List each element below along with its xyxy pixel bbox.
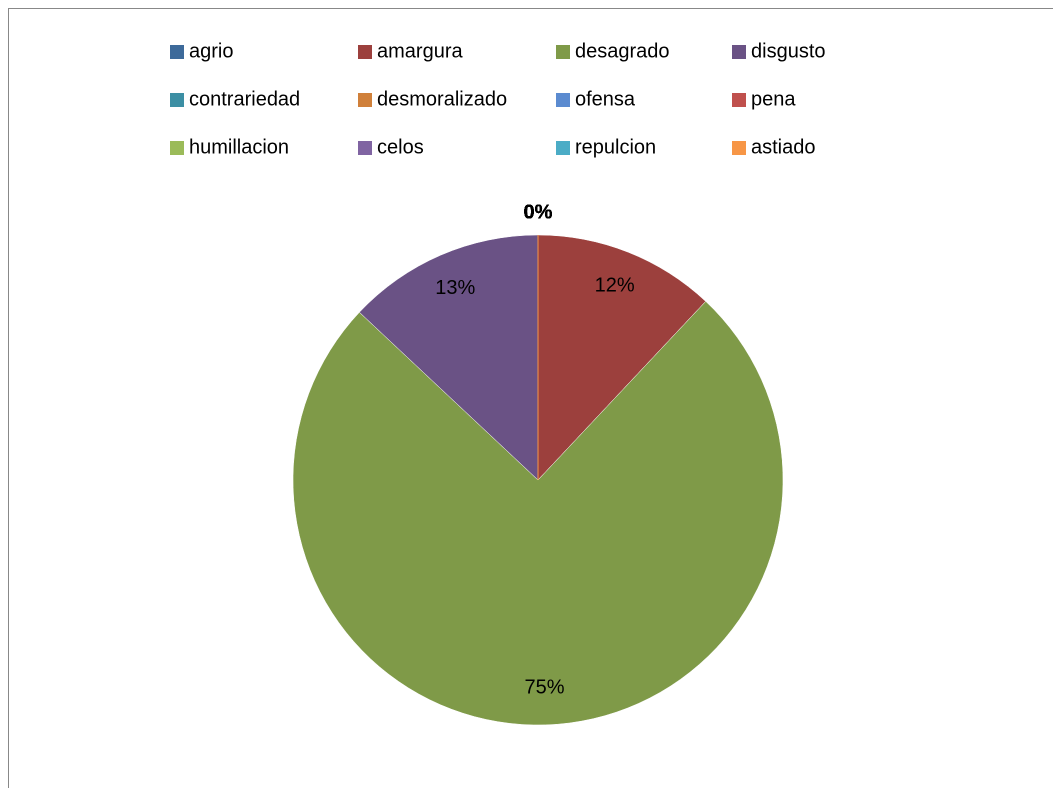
legend-label: desagrado — [575, 40, 670, 62]
data-label: 75% — [525, 676, 565, 698]
data-label: 13% — [435, 277, 475, 299]
legend-swatch — [556, 45, 570, 59]
legend-swatch — [358, 45, 372, 59]
legend-swatch — [732, 141, 746, 155]
legend-swatch — [170, 141, 184, 155]
legend-label: celos — [377, 136, 424, 158]
legend-label: amargura — [377, 40, 463, 62]
legend-label: pena — [751, 88, 796, 110]
legend-label: desmoralizado — [377, 88, 507, 110]
data-label: 12% — [595, 275, 635, 297]
legend-swatch — [358, 141, 372, 155]
legend-swatch — [732, 93, 746, 107]
legend-label: disgusto — [751, 40, 826, 62]
legend-label: astiado — [751, 136, 816, 158]
data-label: 0% — [524, 201, 553, 223]
legend-label: agrio — [189, 40, 233, 62]
legend-swatch — [358, 93, 372, 107]
legend-label: contrariedad — [189, 88, 300, 110]
legend-swatch — [556, 93, 570, 107]
legend-label: repulcion — [575, 136, 656, 158]
legend-label: humillacion — [189, 136, 289, 158]
legend-swatch — [170, 45, 184, 59]
legend-swatch — [170, 93, 184, 107]
legend-swatch — [732, 45, 746, 59]
legend-label: ofensa — [575, 88, 636, 110]
legend-swatch — [556, 141, 570, 155]
